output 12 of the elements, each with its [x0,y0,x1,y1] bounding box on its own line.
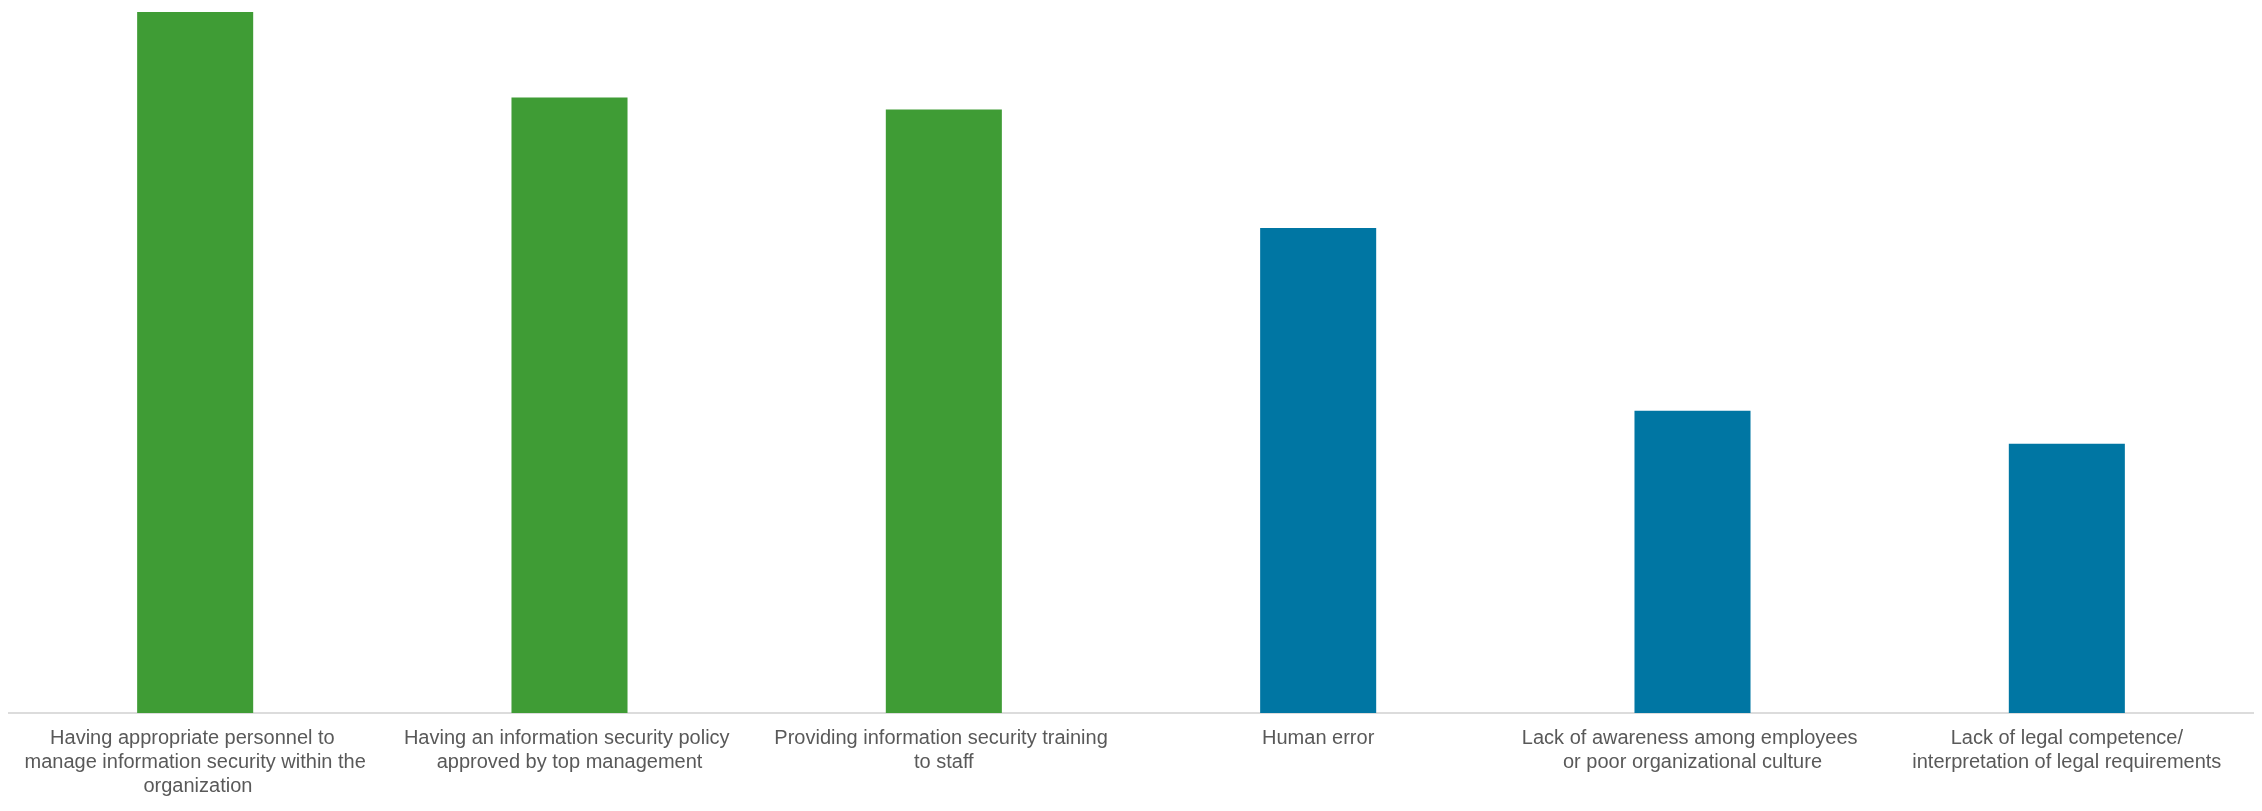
x-tick-label: Having appropriate personnel to manage information security within the organization [24,726,366,796]
bar [885,109,1002,713]
bar [511,97,628,713]
x-tick-label: Lack of awareness among employees or poor organizational culture [1521,726,1864,772]
x-tick-label: Having an information security policy approved by top management [403,726,736,772]
bar [2008,443,2125,713]
x-tick-label: Human error [1262,726,1375,748]
bar [1634,410,1751,713]
x-tick-label: Lack of legal competence/interpretation of legal requirements [1912,726,2222,772]
bar [137,12,254,713]
x-tick-label: Providing information security training to staff [774,726,1114,772]
bar [1260,227,1377,713]
